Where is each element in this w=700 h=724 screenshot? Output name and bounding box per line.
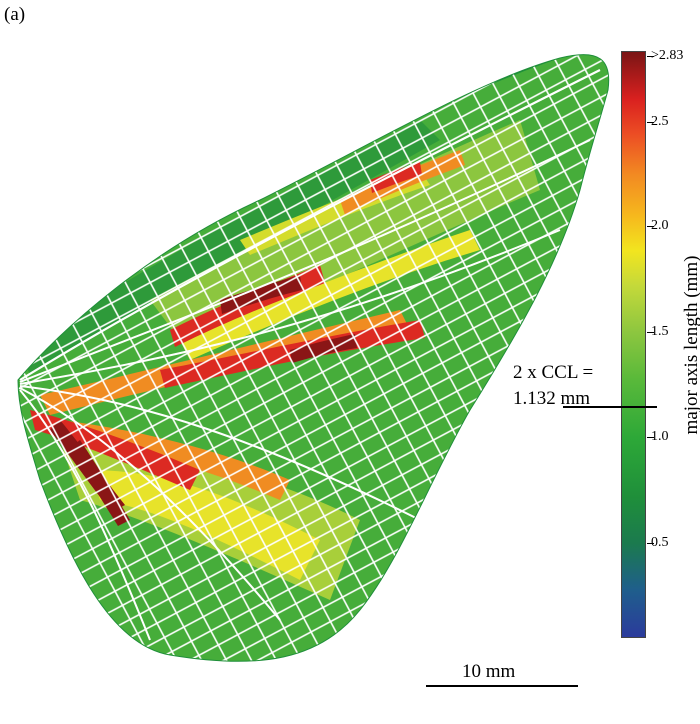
ccl-threshold-line <box>563 406 657 408</box>
ccl-annotation: 2 x CCL = 1.132 mm <box>513 360 593 412</box>
colorbar-tick <box>647 332 654 333</box>
ccl-line2: 1.132 mm <box>513 388 591 409</box>
colorbar <box>621 51 646 638</box>
colorbar-tick <box>647 226 654 227</box>
colorbar-tick-label: 1.0 <box>651 429 669 444</box>
colorbar-tick-label: 2.5 <box>651 114 669 129</box>
colorbar-tick <box>647 543 654 544</box>
scale-bar-label: 10 mm <box>462 661 516 682</box>
scale-bar <box>426 685 578 687</box>
colorbar-tick-label: 1.5 <box>651 324 669 339</box>
colorbar-tick-label: >2.83 <box>651 48 684 63</box>
colorbar-tick-label: 2.0 <box>651 218 669 233</box>
colorbar-tick-label: 0.5 <box>651 535 669 550</box>
ccl-line1: 2 x CCL = <box>513 362 594 383</box>
colorbar-tick <box>647 122 654 123</box>
panel-label: (a) <box>4 4 26 25</box>
colorbar-tick <box>647 56 654 57</box>
colorbar-tick <box>647 437 654 438</box>
colorbar-title: major axis length (mm) <box>681 255 700 435</box>
